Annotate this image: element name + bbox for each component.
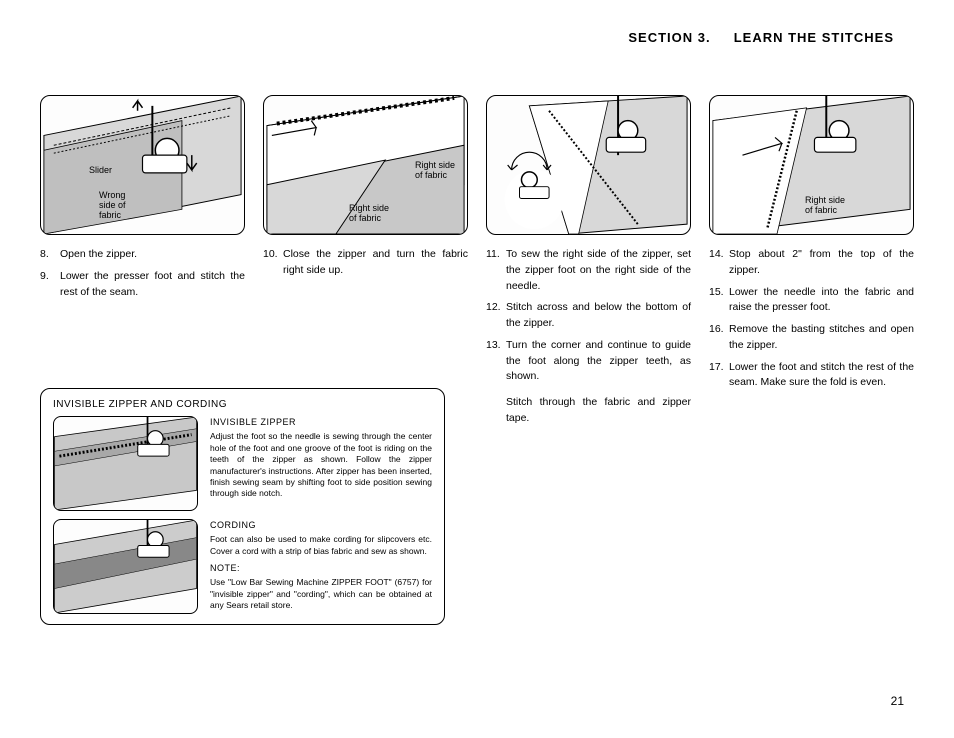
label-wrong-side: Wrong side of fabric bbox=[99, 191, 126, 221]
section-header: SECTION 3. LEARN THE STITCHES bbox=[40, 30, 894, 45]
infobox-illus-zipper bbox=[53, 416, 198, 511]
illustration-step11 bbox=[486, 95, 691, 235]
section-title: LEARN THE STITCHES bbox=[734, 30, 894, 45]
step-num: 12. bbox=[486, 300, 506, 332]
step-text: Remove the basting stitches and open the… bbox=[729, 322, 914, 354]
step-num: 14. bbox=[709, 247, 729, 279]
infobox-note: Use "Low Bar Sewing Machine ZIPPER FOOT"… bbox=[210, 577, 432, 611]
infobox-body: Adjust the foot so the needle is sewing … bbox=[210, 431, 432, 500]
step-num: 11. bbox=[486, 247, 506, 294]
label-right1: Right side of fabric bbox=[415, 161, 455, 181]
step-text: Turn the corner and continue to guide th… bbox=[506, 338, 691, 385]
column-4: Right side of fabric 14.Stop about 2" fr… bbox=[709, 95, 914, 427]
column-3: 11.To sew the right side of the zipper, … bbox=[486, 95, 691, 427]
steps-col4: 14.Stop about 2" from the top of the zip… bbox=[709, 247, 914, 397]
step-text: Stop about 2" from the top of the zipper… bbox=[729, 247, 914, 279]
steps-col2: 10.Close the zipper and turn the fabric … bbox=[263, 247, 468, 285]
infobox-note-head: NOTE: bbox=[210, 562, 432, 574]
infobox-subhead: CORDING bbox=[210, 519, 432, 531]
infobox-text-zipper: INVISIBLE ZIPPER Adjust the foot so the … bbox=[210, 416, 432, 511]
step-num: 9. bbox=[40, 269, 60, 301]
infobox-title: INVISIBLE ZIPPER AND CORDING bbox=[53, 399, 432, 410]
step-text: Lower the presser foot and stitch the re… bbox=[60, 269, 245, 301]
step-text: Stitch across and below the bottom of th… bbox=[506, 300, 691, 332]
step-text: To sew the right side of the zipper, set… bbox=[506, 247, 691, 294]
main-columns: Slider Wrong side of fabric 8.Open the z… bbox=[40, 95, 914, 427]
step-text: Lower the foot and stitch the rest of th… bbox=[729, 360, 914, 392]
infobox-text-cording: CORDING Foot can also be used to make co… bbox=[210, 519, 432, 614]
step-extra: Stitch through the fabric and zipper tap… bbox=[506, 395, 691, 427]
steps-col3: 11.To sew the right side of the zipper, … bbox=[486, 247, 691, 391]
column-1: Slider Wrong side of fabric 8.Open the z… bbox=[40, 95, 245, 427]
label-slider: Slider bbox=[89, 166, 112, 176]
step-num: 17. bbox=[709, 360, 729, 392]
step-num: 15. bbox=[709, 285, 729, 317]
step-num: 10. bbox=[263, 247, 283, 279]
illustration-step8: Slider Wrong side of fabric bbox=[40, 95, 245, 235]
page-number: 21 bbox=[891, 694, 904, 708]
step-text: Close the zipper and turn the fabric rig… bbox=[283, 247, 468, 279]
section-num: SECTION 3. bbox=[628, 30, 710, 45]
step-num: 16. bbox=[709, 322, 729, 354]
column-2: Right side of fabric Right side of fabri… bbox=[263, 95, 468, 427]
step-num: 13. bbox=[486, 338, 506, 385]
label-right: Right side of fabric bbox=[805, 196, 845, 216]
infobox-body: Foot can also be used to make cording fo… bbox=[210, 534, 432, 557]
illustration-step10: Right side of fabric Right side of fabri… bbox=[263, 95, 468, 235]
infobox-invisible-zipper: INVISIBLE ZIPPER AND CORDING INVISIBLE Z… bbox=[40, 388, 445, 625]
infobox-subhead: INVISIBLE ZIPPER bbox=[210, 416, 432, 428]
label-right2: Right side of fabric bbox=[349, 204, 389, 224]
step-text: Open the zipper. bbox=[60, 247, 245, 263]
step-text: Lower the needle into the fabric and rai… bbox=[729, 285, 914, 317]
steps-col1: 8.Open the zipper. 9.Lower the presser f… bbox=[40, 247, 245, 306]
step-num: 8. bbox=[40, 247, 60, 263]
illustration-step14: Right side of fabric bbox=[709, 95, 914, 235]
infobox-illus-cording bbox=[53, 519, 198, 614]
